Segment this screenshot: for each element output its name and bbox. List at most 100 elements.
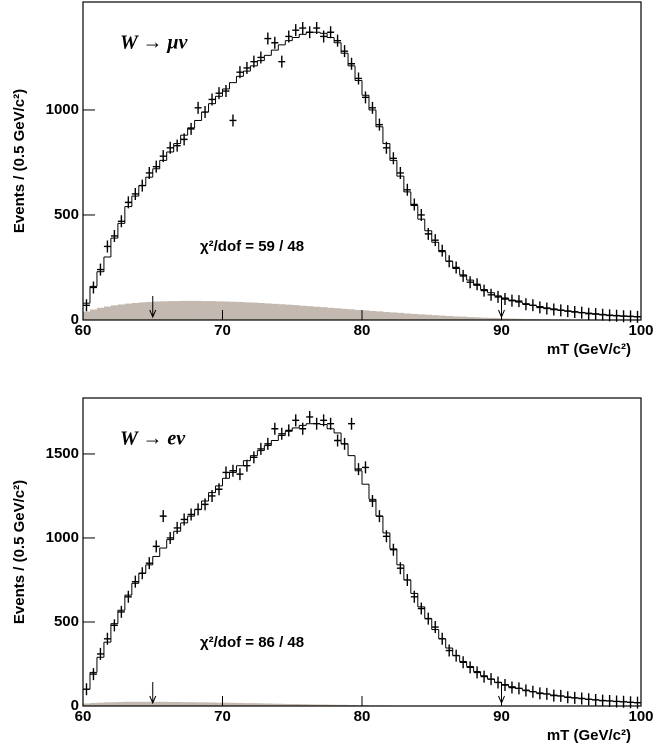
background-bar bbox=[208, 301, 216, 320]
data-point bbox=[271, 422, 279, 435]
background-bar bbox=[438, 315, 446, 320]
background-bar bbox=[194, 702, 202, 706]
background-bar bbox=[131, 701, 140, 706]
background-bar bbox=[368, 310, 377, 320]
data-point bbox=[341, 45, 349, 58]
data-point bbox=[187, 122, 195, 135]
x-tick-label: 80 bbox=[354, 708, 371, 725]
data-point bbox=[341, 437, 349, 450]
y-tick-label: 500 bbox=[54, 613, 79, 630]
background-bar bbox=[201, 301, 209, 320]
background-bar bbox=[124, 303, 133, 320]
data-point bbox=[529, 685, 537, 698]
data-point bbox=[410, 198, 418, 211]
data-point bbox=[368, 101, 376, 114]
panel: 0 500 1000 1500 60 70 80 90 100 mT (GeV/c²) Events… bbox=[11, 397, 654, 744]
background-bar bbox=[180, 702, 188, 706]
data-point bbox=[522, 298, 530, 311]
data-point bbox=[180, 133, 188, 146]
background-bar bbox=[159, 701, 167, 706]
data-point bbox=[173, 521, 181, 534]
data-point bbox=[257, 51, 265, 64]
x-tick-label: 70 bbox=[214, 708, 231, 725]
background-bar bbox=[306, 704, 314, 706]
background-bar bbox=[89, 702, 98, 706]
cut-arrow bbox=[149, 682, 157, 705]
background-bar bbox=[320, 307, 328, 320]
background-bar bbox=[341, 308, 349, 320]
background-bar bbox=[89, 309, 98, 320]
data-point bbox=[599, 308, 607, 321]
data-point bbox=[250, 451, 258, 464]
background-bar bbox=[257, 302, 265, 320]
data-point bbox=[466, 661, 474, 674]
background-bar bbox=[166, 301, 174, 320]
data-point bbox=[257, 442, 265, 455]
y-tick-label: 1000 bbox=[46, 529, 79, 546]
data-point bbox=[473, 666, 481, 679]
data-point bbox=[424, 612, 432, 625]
background-bar bbox=[131, 302, 140, 320]
background-bar bbox=[487, 317, 495, 320]
background-bar bbox=[348, 309, 356, 320]
background-bar bbox=[431, 315, 440, 320]
data-point bbox=[550, 689, 558, 702]
background-bar bbox=[508, 318, 516, 320]
data-point bbox=[634, 310, 641, 323]
data-point bbox=[278, 427, 286, 440]
background-bar bbox=[187, 300, 195, 320]
axis-label-y: Events / (0.5 GeV/c²) bbox=[11, 480, 28, 624]
background-bar bbox=[299, 704, 307, 706]
data-point bbox=[396, 166, 404, 179]
data-point bbox=[487, 673, 495, 686]
data-point bbox=[180, 513, 188, 526]
background-bar bbox=[375, 311, 384, 320]
data-point bbox=[236, 66, 244, 79]
data-point bbox=[417, 602, 425, 615]
data-point bbox=[299, 22, 307, 35]
data-point bbox=[445, 644, 453, 657]
data-point bbox=[459, 656, 467, 669]
data-point bbox=[313, 22, 321, 35]
background-bar bbox=[243, 302, 251, 320]
data-point bbox=[250, 55, 258, 68]
x-tick-label: 90 bbox=[493, 322, 510, 339]
data-point bbox=[348, 57, 356, 70]
background-bar bbox=[215, 301, 223, 320]
background-bar bbox=[327, 704, 335, 706]
data-point bbox=[571, 306, 579, 319]
background-bar bbox=[473, 317, 481, 320]
data-point bbox=[473, 278, 481, 291]
x-tick-label: 100 bbox=[628, 322, 653, 339]
data-point bbox=[627, 310, 635, 323]
data-point bbox=[208, 489, 216, 502]
data-point bbox=[327, 26, 335, 39]
data-point bbox=[382, 141, 390, 154]
data-point bbox=[334, 434, 342, 447]
axis-label-x: mT (GeV/c²) bbox=[547, 727, 631, 744]
data-point bbox=[410, 590, 418, 603]
background-bar bbox=[243, 703, 251, 706]
data-point bbox=[306, 26, 314, 39]
background-bar bbox=[250, 302, 258, 320]
data-point bbox=[320, 414, 328, 427]
background-bar bbox=[222, 702, 230, 706]
data-point bbox=[124, 590, 132, 603]
data-point bbox=[424, 227, 432, 240]
data-point bbox=[96, 263, 104, 276]
background-bar bbox=[124, 701, 133, 706]
data-point bbox=[355, 463, 362, 476]
background-bar bbox=[166, 701, 174, 706]
data-point bbox=[606, 694, 614, 707]
background-bar bbox=[222, 301, 230, 320]
background-bar bbox=[459, 316, 467, 320]
y-tick-label: 500 bbox=[54, 206, 79, 223]
data-point bbox=[396, 562, 404, 575]
data-point bbox=[320, 30, 328, 43]
background-bar bbox=[327, 307, 335, 320]
background-bar bbox=[159, 301, 167, 320]
axis-label-x: mT (GeV/c²) bbox=[547, 341, 631, 358]
data-point bbox=[389, 152, 397, 165]
background-bar bbox=[103, 702, 112, 706]
background-bar bbox=[110, 702, 119, 706]
